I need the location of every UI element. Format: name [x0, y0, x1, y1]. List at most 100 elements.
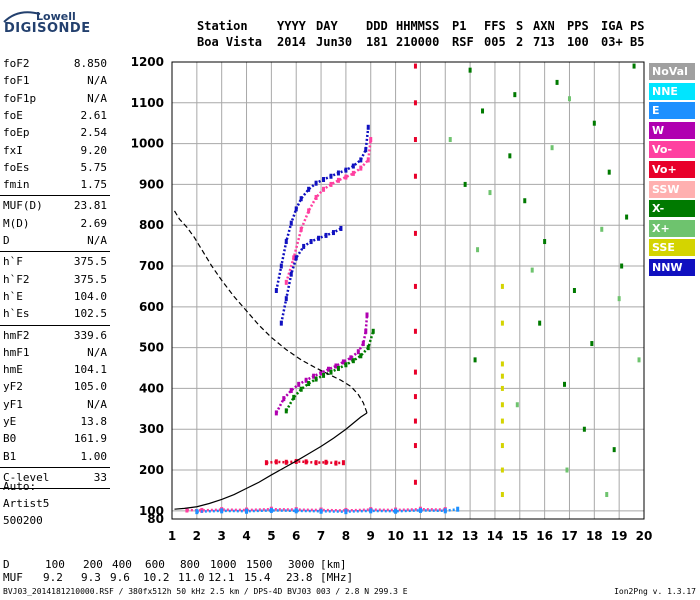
param-row-22: B1 1.00 — [3, 449, 107, 465]
param-value: 104.1 — [73, 363, 107, 377]
muf-distance-value: 200 — [83, 558, 103, 571]
trace-point — [329, 181, 333, 187]
trace-point — [555, 79, 559, 85]
param-row-23: C-level 33 — [3, 470, 107, 486]
param-row-18: yF2 105.0 — [3, 379, 107, 395]
header-label-4: HHMMSS — [396, 19, 440, 33]
param-value: 5.75 — [80, 160, 108, 174]
trace-point — [500, 385, 504, 391]
trace-point — [413, 100, 417, 106]
trace-point — [269, 507, 273, 513]
trace-f2-x-mode — [284, 328, 375, 414]
trace-point — [500, 320, 504, 326]
param-name: h`F — [3, 255, 23, 269]
logo-digisonde: DIGISONDE — [4, 21, 91, 36]
trace-point — [349, 355, 353, 361]
trace-point — [625, 214, 629, 220]
trace-f2-o-mode — [274, 312, 369, 416]
param-value: N/A — [87, 74, 107, 88]
param-name: hmE — [3, 363, 23, 377]
logo-lowell: Lowell — [36, 10, 76, 23]
trace-line — [266, 460, 344, 465]
trace-point — [500, 361, 504, 367]
y-tick-label: 1000 — [131, 137, 164, 151]
trace-point — [394, 508, 398, 514]
muf-frequency-value: 15.4 — [244, 571, 271, 584]
x-tick-label: 6 — [292, 529, 300, 543]
param-row-3: foE 2.61 — [3, 108, 107, 124]
header-value-9: 100 — [567, 35, 589, 49]
trace-point — [530, 267, 534, 273]
x-tick-label: 19 — [611, 529, 628, 543]
param-row-20: yE 13.8 — [3, 414, 107, 430]
legend-item-vo-: Vo+ — [649, 161, 695, 178]
param-row-1: foF1 N/A — [3, 73, 107, 89]
trace-point — [605, 492, 609, 498]
param-row-4: foEp 2.54 — [3, 125, 107, 141]
param-name: foF1p — [3, 91, 37, 105]
param-row-11: h`F 375.5 — [3, 254, 107, 270]
param-name: h`Es — [3, 307, 30, 321]
y-tick-label: 700 — [139, 259, 164, 273]
param-separator — [0, 466, 110, 468]
trace-point — [500, 402, 504, 408]
muf-distance-value: 1000 — [210, 558, 237, 571]
trace-line — [186, 507, 446, 512]
param-row-0: foF2 8.850 — [3, 56, 107, 72]
trace-point — [513, 92, 517, 98]
trace-point — [351, 170, 355, 176]
muf-distance-value: 1500 — [246, 558, 273, 571]
trace-point — [607, 169, 611, 175]
param-row-6: foEs 5.75 — [3, 160, 107, 176]
trace-scatter-2 — [448, 96, 641, 498]
trace-point — [592, 120, 596, 126]
header-value-4: 210000 — [396, 35, 440, 49]
param-name: yE — [3, 415, 17, 428]
trace-noise-14-3mhz — [500, 283, 504, 498]
header-value-2: Jun30 — [316, 35, 353, 49]
param-name: yF2 — [3, 380, 23, 394]
param-value: 104.0 — [73, 289, 107, 303]
trace-point — [299, 226, 303, 232]
param-name: hmF2 — [3, 328, 30, 342]
trace-point — [590, 341, 594, 347]
trace-point — [365, 312, 369, 318]
header-value-8: 713 — [533, 35, 555, 49]
trace-point — [314, 194, 318, 200]
muf-label: MUF — [3, 571, 23, 584]
version-label: Ion2Png v. 1.3.17 — [614, 587, 696, 596]
param-value: 1.00 — [80, 449, 108, 463]
param-separator — [0, 251, 110, 253]
y-tick-label: 600 — [139, 300, 164, 314]
param-value: 23.81 — [73, 199, 107, 213]
param-separator — [0, 488, 110, 490]
x-tick-label: 14 — [487, 529, 504, 543]
param-value: N/A — [87, 234, 107, 247]
x-tick-label: 2 — [193, 529, 201, 543]
muf-distance-value: 400 — [112, 558, 132, 571]
legend-item-sse: SSE — [649, 239, 695, 257]
muf-frequency-value: 12.1 — [208, 571, 235, 584]
trace-point — [523, 198, 527, 204]
param-separator — [0, 195, 110, 197]
x-tick-label: 4 — [242, 529, 250, 543]
header-label-8: AXN — [533, 19, 555, 33]
param-row-10: D N/A — [3, 233, 107, 249]
y-tick-label: 300 — [139, 422, 164, 436]
header-value-3: 181 — [366, 35, 388, 49]
param-value: 8.850 — [73, 57, 107, 70]
trace-point — [582, 426, 586, 432]
header-value-1: 2014 — [277, 35, 306, 49]
trace-point — [413, 418, 417, 424]
trace-point — [351, 358, 355, 364]
trace-point — [600, 226, 604, 232]
trace-point — [336, 177, 340, 183]
param-row-16: hmF1 N/A — [3, 345, 107, 361]
trace-point — [339, 225, 343, 231]
header-label-10: IGA — [601, 19, 623, 33]
header-value-6: 005 — [484, 35, 506, 49]
trace-point — [364, 147, 368, 153]
trace-point — [366, 345, 370, 351]
x-tick-label: 15 — [511, 529, 528, 543]
param-name: D — [3, 234, 10, 247]
